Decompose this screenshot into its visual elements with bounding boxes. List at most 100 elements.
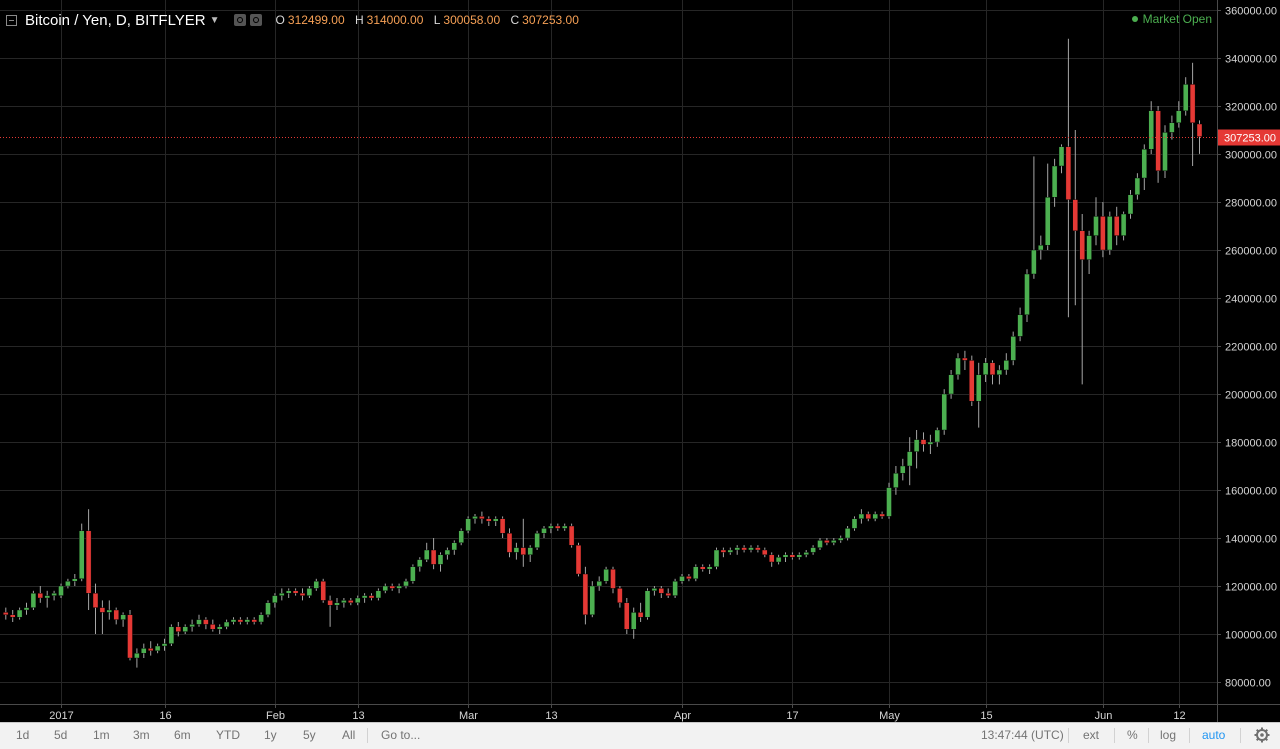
candle-body — [631, 612, 637, 630]
candle-up — [534, 530, 540, 550]
candle-body — [182, 626, 188, 632]
candle-body — [472, 516, 478, 520]
candle-up — [58, 583, 64, 598]
chevron-down-icon[interactable]: ▼ — [209, 14, 220, 26]
candle-body — [78, 530, 85, 579]
range-1d-button[interactable]: 1d — [16, 728, 30, 742]
candle-up — [996, 365, 1003, 385]
candle-down — [755, 545, 761, 553]
status-dot-icon — [1131, 16, 1138, 22]
candle-up — [644, 588, 651, 620]
range-5y-button[interactable]: 5y — [303, 728, 316, 742]
price-chart[interactable]: 307253.00 80000.00 100000.00 120000.00 1400… — [0, 0, 1280, 722]
candle-body — [575, 545, 582, 575]
candle-body — [748, 547, 754, 551]
log-toggle[interactable]: log — [1160, 728, 1177, 742]
candle-body — [1086, 235, 1092, 260]
candle-body — [30, 593, 37, 608]
candle-body — [1051, 165, 1058, 198]
candle-up — [838, 535, 844, 543]
candle-up — [713, 547, 720, 570]
ext-toggle[interactable]: ext — [1083, 728, 1100, 742]
candle-down — [320, 578, 326, 603]
candle-body — [141, 648, 147, 654]
symbol-title[interactable]: Bitcoin / Yen, D, BITFLYER — [25, 11, 206, 29]
candle-down — [1079, 214, 1085, 385]
candle-body — [1182, 84, 1189, 112]
high-value: 314000.00 — [366, 13, 424, 27]
collapse-legend-icon[interactable] — [6, 14, 17, 26]
candle-body — [113, 609, 119, 620]
candle-body — [824, 540, 830, 544]
candle-up — [286, 588, 292, 598]
candle-body — [313, 581, 319, 589]
candle-body — [562, 525, 568, 529]
candle-up — [748, 545, 754, 553]
goto-button[interactable]: Go to... — [381, 728, 421, 742]
price-tick-label: 240000.00 — [1225, 294, 1277, 306]
price-axis[interactable]: 80000.00 100000.00 120000.00 140000.00 16000… — [1217, 0, 1277, 722]
candle-body — [23, 607, 30, 611]
range-all-button[interactable]: All — [342, 728, 356, 742]
candle-up — [403, 578, 409, 589]
candles — [3, 38, 1203, 668]
ohlc-values: O 312499.00 H 314000.00 L 300058.00 C 307253… — [276, 13, 586, 27]
candle-up — [1058, 144, 1065, 174]
price-tick-label: 180000.00 — [1225, 438, 1277, 450]
candle-body — [686, 576, 692, 580]
clock-time: 13:47:44 (UTC) — [981, 728, 1064, 742]
range-3m-button[interactable]: 3m — [133, 728, 150, 742]
candle-down — [210, 619, 216, 632]
candle-body — [99, 607, 106, 613]
candle-body — [1017, 314, 1023, 337]
candle-up — [948, 370, 954, 399]
candle-down — [555, 523, 561, 531]
range-ytd-button[interactable]: YTD — [216, 728, 240, 742]
percent-toggle[interactable]: % — [1127, 728, 1138, 742]
candle-body — [1003, 360, 1009, 371]
candle-body — [893, 473, 899, 488]
gear-icon[interactable] — [249, 14, 262, 26]
candle-body — [444, 549, 451, 555]
low-value: 300058.00 — [443, 13, 501, 27]
settings-icon[interactable] — [233, 14, 246, 26]
candle-up — [513, 542, 520, 560]
candle-body — [568, 525, 575, 546]
candle-body — [375, 590, 382, 599]
candle-body — [51, 593, 57, 596]
time-axis[interactable]: 2017 16 Feb 13 Mar 13 Apr 17 May 15 Jun 12 — [0, 704, 1280, 722]
auto-toggle[interactable]: auto — [1202, 728, 1226, 742]
candle-up — [1176, 101, 1182, 128]
candle-body — [210, 624, 216, 630]
candle-body — [320, 581, 326, 601]
candle-body — [769, 554, 775, 563]
candle-body — [831, 540, 837, 544]
range-5d-button[interactable]: 5d — [54, 728, 68, 742]
range-6m-button[interactable]: 6m — [174, 728, 191, 742]
candle-body — [154, 645, 161, 651]
candle-up — [734, 545, 740, 555]
price-tick-label: 200000.00 — [1225, 390, 1277, 402]
candle-body — [589, 585, 595, 615]
candle-body — [16, 609, 23, 618]
time-tick-label: Jun — [1095, 710, 1113, 722]
candle-body — [982, 362, 989, 375]
candle-down — [686, 574, 692, 582]
candle-down — [741, 545, 747, 553]
range-1m-button[interactable]: 1m — [93, 728, 110, 742]
candle-up — [548, 523, 554, 534]
candle-down — [575, 542, 582, 577]
gear-icon[interactable] — [1254, 727, 1270, 743]
candle-body — [451, 542, 457, 551]
toolbar-divider — [1240, 728, 1241, 743]
candle-body — [582, 573, 589, 615]
candle-body — [1093, 216, 1099, 236]
low-label: L — [433, 13, 441, 27]
candle-body — [3, 612, 9, 616]
range-1y-button[interactable]: 1y — [264, 728, 277, 742]
candle-body — [934, 429, 940, 443]
candle-up — [651, 586, 658, 596]
candle-down — [720, 547, 727, 558]
candle-body — [106, 609, 113, 613]
candle-up — [1134, 173, 1141, 200]
